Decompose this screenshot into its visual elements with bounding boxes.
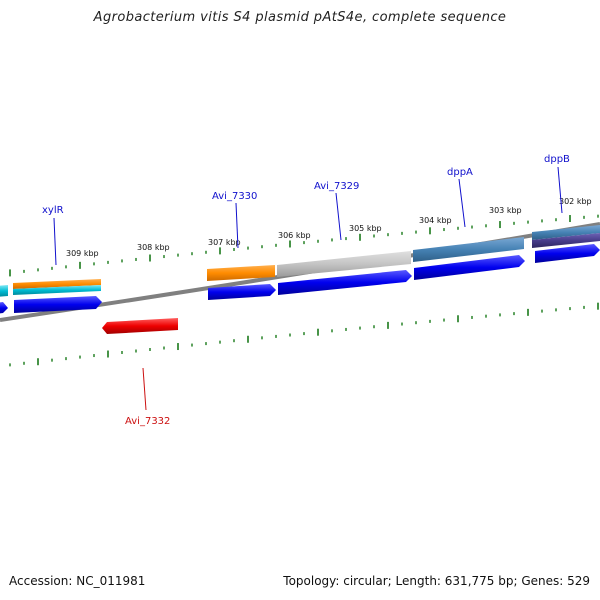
feature-row xyxy=(0,225,600,297)
scale-label: 307 kbp xyxy=(208,238,241,247)
scale-label: 306 kbp xyxy=(278,231,311,240)
cds-arrow xyxy=(414,255,525,280)
scale-labels: 309 kbp 308 kbp 307 kbp 306 kbp 305 kbp … xyxy=(66,197,592,258)
map-title: Agrobacterium vitis S4 plasmid pAtS4e, c… xyxy=(93,10,507,25)
scale-label: 302 kbp xyxy=(559,197,592,206)
cds-arrow xyxy=(278,270,412,295)
scale-label: 308 kbp xyxy=(137,243,170,252)
reverse-cds-arrow xyxy=(102,318,178,334)
forward-cds-row xyxy=(0,244,600,314)
gene-labels: xylR Avi_7330 Avi_7329 dppA dppB Avi_733… xyxy=(42,154,570,427)
scale-ticks-outer xyxy=(9,214,599,277)
feature-band xyxy=(413,237,524,262)
label-leaders xyxy=(53,166,563,411)
gene-label-avi-7330: Avi_7330 xyxy=(212,191,257,202)
cds-arrow xyxy=(208,284,276,300)
scale-label: 304 kbp xyxy=(419,216,452,225)
scale-ticks-inner xyxy=(9,302,599,367)
feature-band xyxy=(532,233,600,248)
feature-band xyxy=(207,265,275,281)
feature-band xyxy=(13,285,101,295)
gene-label-dppA: dppA xyxy=(447,167,473,178)
feature-band xyxy=(13,279,101,289)
scale-label: 305 kbp xyxy=(349,224,382,233)
cds-arrow xyxy=(535,244,600,263)
cds-arrow xyxy=(14,296,102,313)
scale-label: 309 kbp xyxy=(66,249,99,258)
gene-label-avi-7329: Avi_7329 xyxy=(314,181,359,192)
feature-band xyxy=(277,251,411,277)
gene-label-avi-7332: Avi_7332 xyxy=(125,416,170,427)
accession-text: Accession: NC_011981 xyxy=(9,574,146,588)
scale-label: 303 kbp xyxy=(489,206,522,215)
feature-band xyxy=(0,285,8,297)
feature-band xyxy=(532,225,600,240)
cds-arrow xyxy=(0,302,8,314)
gene-label-xylR: xylR xyxy=(42,205,64,216)
gene-label-dppB: dppB xyxy=(544,154,570,165)
topology-summary: Topology: circular; Length: 631,775 bp; … xyxy=(283,574,590,588)
